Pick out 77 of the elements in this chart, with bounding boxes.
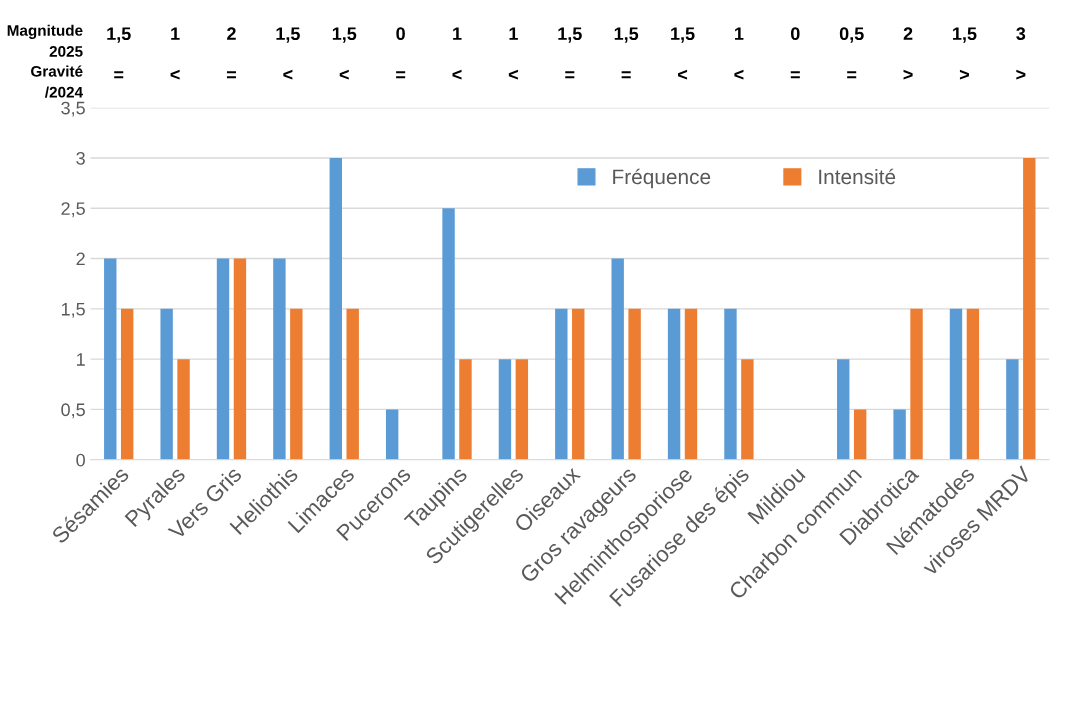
- text: >: [959, 69, 969, 80]
- text: >: [903, 69, 913, 80]
- text: <: [678, 69, 688, 80]
- text: 0: [791, 27, 800, 41]
- bar: [104, 258, 117, 460]
- text: 1,5: [953, 27, 977, 43]
- y-tick-label: 0: [76, 453, 85, 467]
- text: 1,5: [671, 27, 695, 43]
- bar: [442, 208, 455, 460]
- text: >: [1016, 69, 1026, 80]
- bar: [572, 308, 585, 460]
- text: <: [734, 69, 744, 80]
- bar: [853, 409, 867, 460]
- bar: [290, 308, 303, 460]
- text: 1: [735, 27, 744, 40]
- bar: [949, 308, 963, 460]
- legend-label: Fréquence: [613, 168, 711, 189]
- text: <: [339, 69, 349, 80]
- bar: [684, 308, 698, 460]
- bar: [1006, 359, 1019, 460]
- bar: [329, 158, 342, 460]
- text: Gravité /2024: [31, 65, 83, 98]
- text: =: [396, 71, 406, 79]
- bar: [724, 308, 737, 460]
- text: 1: [509, 27, 518, 40]
- bar: [385, 409, 399, 460]
- bar: [216, 258, 230, 460]
- bar: [555, 308, 568, 460]
- text: 0,5: [839, 27, 864, 43]
- bar: [177, 359, 190, 460]
- text: =: [565, 71, 575, 79]
- text: <: [508, 69, 518, 80]
- y-tick-label: 0,5: [61, 403, 85, 419]
- text: 1,5: [558, 27, 582, 43]
- text: 1,5: [614, 27, 639, 43]
- text: =: [847, 71, 857, 79]
- y-tick-label: 3,5: [61, 101, 85, 117]
- text: 1: [171, 27, 180, 40]
- text: =: [621, 71, 631, 79]
- bar: [910, 308, 923, 460]
- text: =: [114, 71, 124, 79]
- bar: [273, 258, 286, 460]
- text: =: [226, 71, 237, 79]
- text: <: [170, 69, 180, 80]
- bar: [233, 258, 247, 460]
- legend-label: Intensité: [819, 168, 896, 185]
- bar: [120, 308, 134, 460]
- text: 1: [453, 27, 462, 40]
- bar: [346, 308, 359, 460]
- bar: [1023, 158, 1036, 460]
- bar: [741, 359, 754, 460]
- bar: [160, 308, 173, 460]
- y-tick-label: 2: [76, 252, 85, 266]
- text: 1,5: [107, 27, 131, 43]
- y-tick-label: 1,5: [61, 302, 85, 318]
- y-tick-label: 1: [77, 353, 85, 366]
- bar: [893, 409, 906, 460]
- text: <: [283, 69, 293, 80]
- bar: [515, 359, 529, 460]
- bar: [611, 258, 624, 460]
- bar: [667, 308, 681, 460]
- y-tick-label: 3: [76, 151, 85, 165]
- text: 2: [227, 27, 236, 40]
- text: Magnitude 2025: [7, 24, 83, 57]
- text: 1,5: [276, 27, 300, 43]
- bar: [966, 308, 980, 460]
- bar: [459, 359, 472, 460]
- text: 2: [903, 27, 913, 40]
- y-tick-label: 2,5: [61, 202, 85, 218]
- text: <: [452, 69, 462, 80]
- text: 0: [396, 27, 405, 41]
- text: 3: [1016, 27, 1026, 41]
- bar: [628, 308, 641, 460]
- text: 1,5: [332, 27, 357, 43]
- text: =: [790, 71, 800, 79]
- bar: [498, 359, 512, 460]
- bar: [837, 359, 850, 460]
